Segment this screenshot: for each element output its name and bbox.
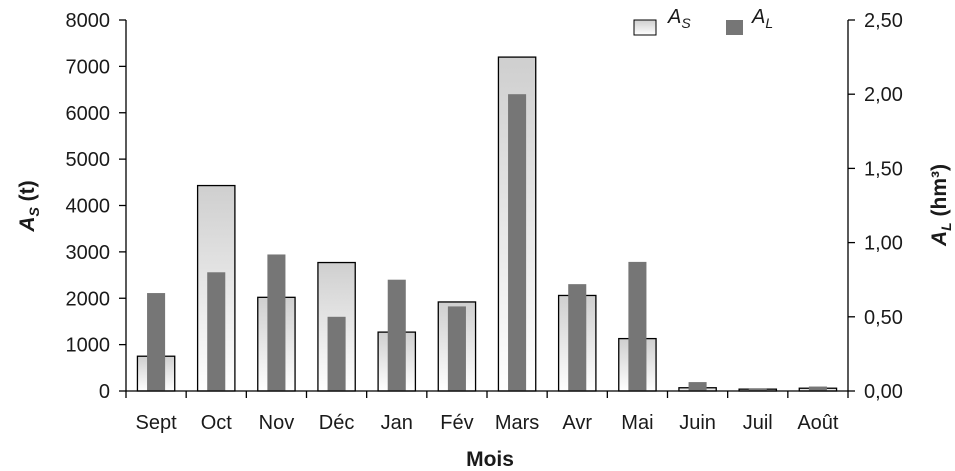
y-left-tick-label-6: 6000 [66,103,111,125]
y-right-tick-label-0: 0,00 [864,381,903,403]
y-right-title-main: A [928,231,951,247]
y-left-tick-label-1: 1000 [66,335,111,357]
axes [119,19,855,398]
y-left-tick-label-0: 0 [99,381,110,403]
x-tick-label-6: Mars [495,412,539,434]
tick-labels: Sept Oct Nov Déc Jan Fév Mars Avr Mai Juin Juil Aoû… [66,10,903,434]
y-right-tick-label-3: 1,50 [864,158,903,180]
al-bar-0 [147,293,166,391]
x-tick-label-11: Août [797,412,839,434]
x-axis-title: Mois [466,448,514,471]
x-tick-label-7: Avr [562,412,592,434]
legend-as-main: A [667,6,681,28]
x-tick-label-5: Fév [440,412,473,434]
as-bars [136,56,838,392]
legend: AS AL [633,6,773,36]
y-left-tick-label-3: 3000 [66,242,111,264]
al-bar-2 [267,254,286,391]
legend-as-sub: S [681,15,691,31]
al-bars [147,94,827,391]
al-bar-10 [748,388,767,391]
y-axis-right-title: AL (hm³) [928,164,954,247]
y-left-tick-label-5: 5000 [66,149,111,171]
legend-as-label: AS [667,6,691,31]
al-bar-8 [628,261,647,391]
y-left-title-main: A [16,217,39,233]
y-right-title-rest: (hm³) [928,164,951,222]
y-right-tick-label-4: 2,00 [864,84,903,106]
al-bar-6 [508,94,527,391]
al-bar-5 [447,306,466,391]
y-left-tick-label-4: 4000 [66,196,111,218]
y-axis-left-title: AS (t) [16,180,42,232]
al-bar-1 [207,272,226,391]
legend-al-sub: L [765,15,773,31]
y-left-title-rest: (t) [16,180,39,207]
legend-al-swatch [726,20,743,35]
y-left-tick-label-7: 7000 [66,56,111,78]
legend-al-label: AL [751,6,773,31]
x-tick-label-4: Jan [381,412,413,434]
y-left-tick-label-8: 8000 [66,10,111,32]
y-right-tick-label-2: 1,00 [864,233,903,255]
x-tick-label-8: Mai [621,412,653,434]
legend-al-main: A [751,6,765,28]
x-tick-label-9: Juin [679,412,716,434]
x-tick-label-2: Nov [259,412,295,434]
y-left-title-sub: S [26,207,42,217]
x-tick-label-0: Sept [136,412,178,434]
al-bar-4 [387,279,406,391]
al-bar-11 [808,386,827,391]
x-tick-label-3: Déc [319,412,355,434]
y-right-tick-label-5: 2,50 [864,10,903,32]
y-right-title-sub: L [938,222,954,231]
legend-as-swatch [633,19,657,36]
al-bar-7 [568,284,587,391]
al-bar-9 [688,382,707,391]
al-bar-3 [327,316,346,391]
x-tick-label-1: Oct [201,412,233,434]
y-left-tick-label-2: 2000 [66,288,111,310]
x-tick-label-10: Juil [743,412,773,434]
y-right-tick-label-1: 0,50 [864,307,903,329]
